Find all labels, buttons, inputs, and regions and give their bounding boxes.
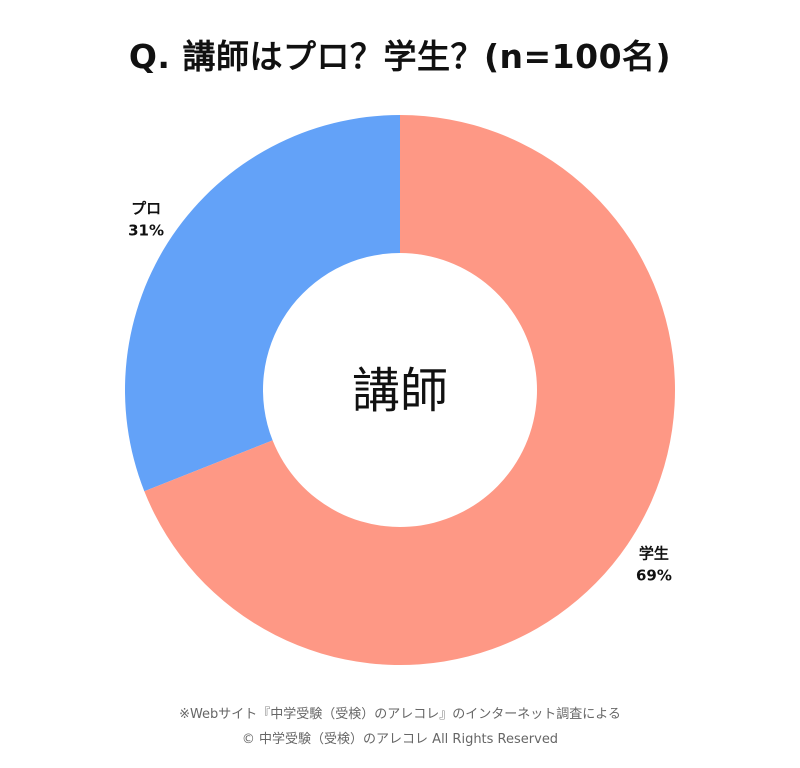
slice-label-2: 学生 bbox=[639, 545, 669, 563]
slice-value-2: 69% bbox=[636, 567, 672, 585]
donut-slices bbox=[125, 115, 675, 665]
slice-2 bbox=[144, 115, 675, 665]
copyright-text: © 中学受験（受検）のアレコレ All Rights Reserved bbox=[241, 732, 559, 747]
survey-note: ※Webサイト『中学受験（受検）のアレコレ』のインターネット調査による bbox=[179, 707, 621, 722]
slice-value-1: 31% bbox=[128, 221, 164, 239]
center-label: 講師 bbox=[352, 363, 448, 419]
slice-label-1: プロ bbox=[131, 199, 161, 217]
slice-1 bbox=[125, 115, 401, 492]
chart-title: Q. 講師はプロ？学生？(n=100名) bbox=[128, 37, 672, 76]
slice-labels: プロ 31% 学生 69% bbox=[128, 199, 672, 584]
